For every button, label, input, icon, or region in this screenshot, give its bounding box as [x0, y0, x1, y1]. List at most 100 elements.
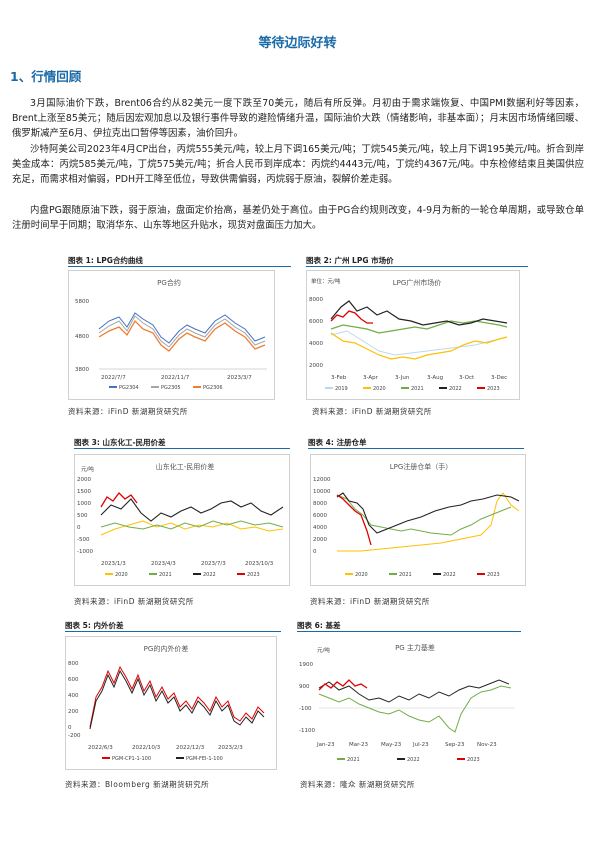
chart-5-ytick: 0: [68, 725, 72, 731]
chart-3-ytick: 1000: [77, 501, 91, 507]
chart-2-legend: 2021: [411, 386, 424, 392]
chart-1-legend: PG2305: [161, 385, 181, 391]
paragraph-3: 内盘PG跟随原油下跌，弱于原油，盘面定价抬高，基差仍处于高位。由于PG合约规则改…: [12, 205, 584, 232]
chart-4-ytick: 12000: [313, 477, 331, 483]
chart-1-legend: PG2304: [119, 385, 139, 391]
chart-3-series: [100, 520, 284, 536]
chart-2-series: [330, 310, 373, 324]
chart-2-ytick: 6000: [309, 319, 323, 325]
chart-3-ytick: 0: [77, 525, 81, 531]
chart-2: 单位：元/吨 LPG广州市场价 8000 6000 4000 2000 3-Fe…: [306, 270, 520, 400]
chart-3-legend: 2022: [203, 572, 216, 578]
section-heading: 1、行情回顾: [10, 69, 82, 84]
chart-1: PG合约 5800 4800 3800 2022/7/7 2022/11/7 2…: [68, 270, 275, 400]
chart-5-xtick: 2023/2/3: [218, 745, 243, 751]
chart-1-legend: PG2306: [203, 385, 223, 391]
figure-5-label: 图表 5: 内外价差: [65, 621, 124, 630]
chart-3-xtick: 2023/7/3: [201, 561, 226, 567]
chart-4-legend: 2021: [399, 572, 412, 578]
chart-1-xtick: 2022/7/7: [101, 375, 126, 381]
chart-4-ytick: 2000: [313, 537, 327, 543]
chart-1-series: [98, 319, 266, 352]
chart-4-ytick: 8000: [313, 501, 327, 507]
figure-2-source: 资料来源：iFinD 新湖期货研究所: [312, 407, 432, 416]
chart-2-xtick: 3-Feb: [331, 375, 347, 381]
chart-3-ytick: 1500: [77, 489, 91, 495]
chart-5-series: [89, 665, 265, 728]
figure-5-source: 资料来源：Bloomberg 新湖期货研究所: [65, 780, 210, 789]
chart-3-xtick: 2023/10/3: [245, 561, 274, 567]
chart-6-xtick: Sep-23: [445, 742, 465, 748]
figure-1-source: 资料来源：iFinD 新湖期货研究所: [68, 407, 188, 416]
chart-5-title: PG的内外价差: [144, 644, 189, 653]
chart-6-series: [318, 679, 368, 691]
chart-6-legend: 2023: [467, 757, 480, 763]
chart-6-ytick: 1900: [299, 662, 313, 668]
paragraph-2: 沙特阿美公司2023年4月CP出台，丙烷555美元/吨，较上月下调165美元/吨…: [12, 144, 584, 186]
chart-6-title: PG 主力基差: [395, 643, 435, 652]
doc-title: 等待边际好转: [258, 36, 337, 51]
paragraph-1: 3月国际油价下跌，Brent06合约从82美元一度下跌至70美元，随后有所反弹。…: [12, 98, 584, 140]
chart-4-series: [336, 492, 520, 534]
chart-6-ytick: -1100: [299, 728, 315, 734]
chart-3-unit: 元/吨: [81, 465, 94, 473]
chart-6-xtick: Mar-23: [349, 742, 369, 748]
chart-6-xtick: Jan-23: [316, 742, 335, 748]
chart-2-series: [330, 332, 508, 360]
chart-4-legend: 2020: [355, 572, 368, 578]
chart-5-legend: PGM-CP1-1-100: [112, 756, 151, 762]
figure-3-rule: [74, 448, 290, 450]
chart-6: 元/吨 PG 主力基差 1900 900 -100 -1100 Jan-23 M…: [297, 636, 521, 770]
chart-5-xtick: 2022/12/3: [176, 745, 205, 751]
chart-2-xtick: 3-Oct: [459, 375, 475, 381]
chart-1-ytick: 3800: [75, 367, 89, 373]
chart-5-ytick: 400: [68, 693, 79, 699]
chart-2-ytick: 2000: [309, 363, 323, 369]
chart-4-series: [336, 494, 512, 536]
chart-5-ytick: -200: [68, 733, 81, 739]
chart-4-title: LPG注册仓单（手）: [390, 462, 453, 471]
figure-6-source: 资料来源：隆众 新湖期货研究所: [300, 780, 415, 789]
chart-3-legend: 2021: [159, 572, 172, 578]
chart-1-series: [98, 312, 266, 344]
figure-1-label: 图表 1: LPG合约曲线: [68, 256, 143, 265]
chart-1-xtick: 2022/11/7: [161, 375, 190, 381]
chart-6-series: [318, 685, 512, 733]
chart-4-ytick: 4000: [313, 525, 327, 531]
chart-4-legend: 2023: [487, 572, 500, 578]
chart-6-xtick: May-23: [381, 742, 402, 748]
figure-2-rule: [306, 266, 528, 268]
chart-4-series: [337, 492, 520, 552]
chart-5-series: [89, 669, 265, 730]
chart-1-series: [98, 315, 266, 348]
chart-4-series: [336, 494, 372, 546]
chart-3-series: [100, 492, 138, 508]
chart-2-series: [330, 330, 508, 356]
chart-6-legend: 2022: [407, 757, 420, 763]
chart-2-ytick: 4000: [309, 341, 323, 347]
chart-1-ytick: 4800: [75, 334, 89, 340]
chart-3-xtick: 2023/4/3: [151, 561, 176, 567]
figure-4-source: 资料来源：iFinD 新湖期货研究所: [310, 597, 430, 606]
chart-3: 元/吨 山东化工-民用价差 2000 1500 1000 500 0 -500 …: [74, 454, 290, 586]
figure-6-label: 图表 6: 基差: [297, 621, 341, 630]
chart-6-legend: 2021: [347, 757, 360, 763]
chart-1-ytick: 5800: [75, 299, 89, 305]
chart-2-legend: 2022: [449, 386, 462, 392]
chart-6-series: [318, 679, 510, 703]
chart-6-ytick: 900: [299, 684, 310, 690]
chart-6-ytick: -100: [299, 706, 312, 712]
chart-2-legend: 2020: [373, 386, 386, 392]
chart-1-xtick: 2023/3/7: [227, 375, 252, 381]
chart-2-ytick: 8000: [309, 297, 323, 303]
figure-4-label: 图表 4: 注册仓单: [308, 438, 367, 447]
chart-2-series: [330, 320, 508, 334]
chart-3-title: 山东化工-民用价差: [156, 462, 215, 471]
figure-3-source: 资料来源：iFinD 新湖期货研究所: [74, 597, 194, 606]
chart-3-series: [100, 498, 284, 522]
figure-2-label: 图表 2: 广州 LPG 市场价: [306, 256, 394, 265]
figure-5-rule: [65, 631, 281, 633]
chart-1-title: PG合约: [157, 278, 181, 287]
chart-2-title: LPG广州市场价: [393, 278, 442, 287]
chart-5-ytick: 600: [68, 677, 79, 683]
